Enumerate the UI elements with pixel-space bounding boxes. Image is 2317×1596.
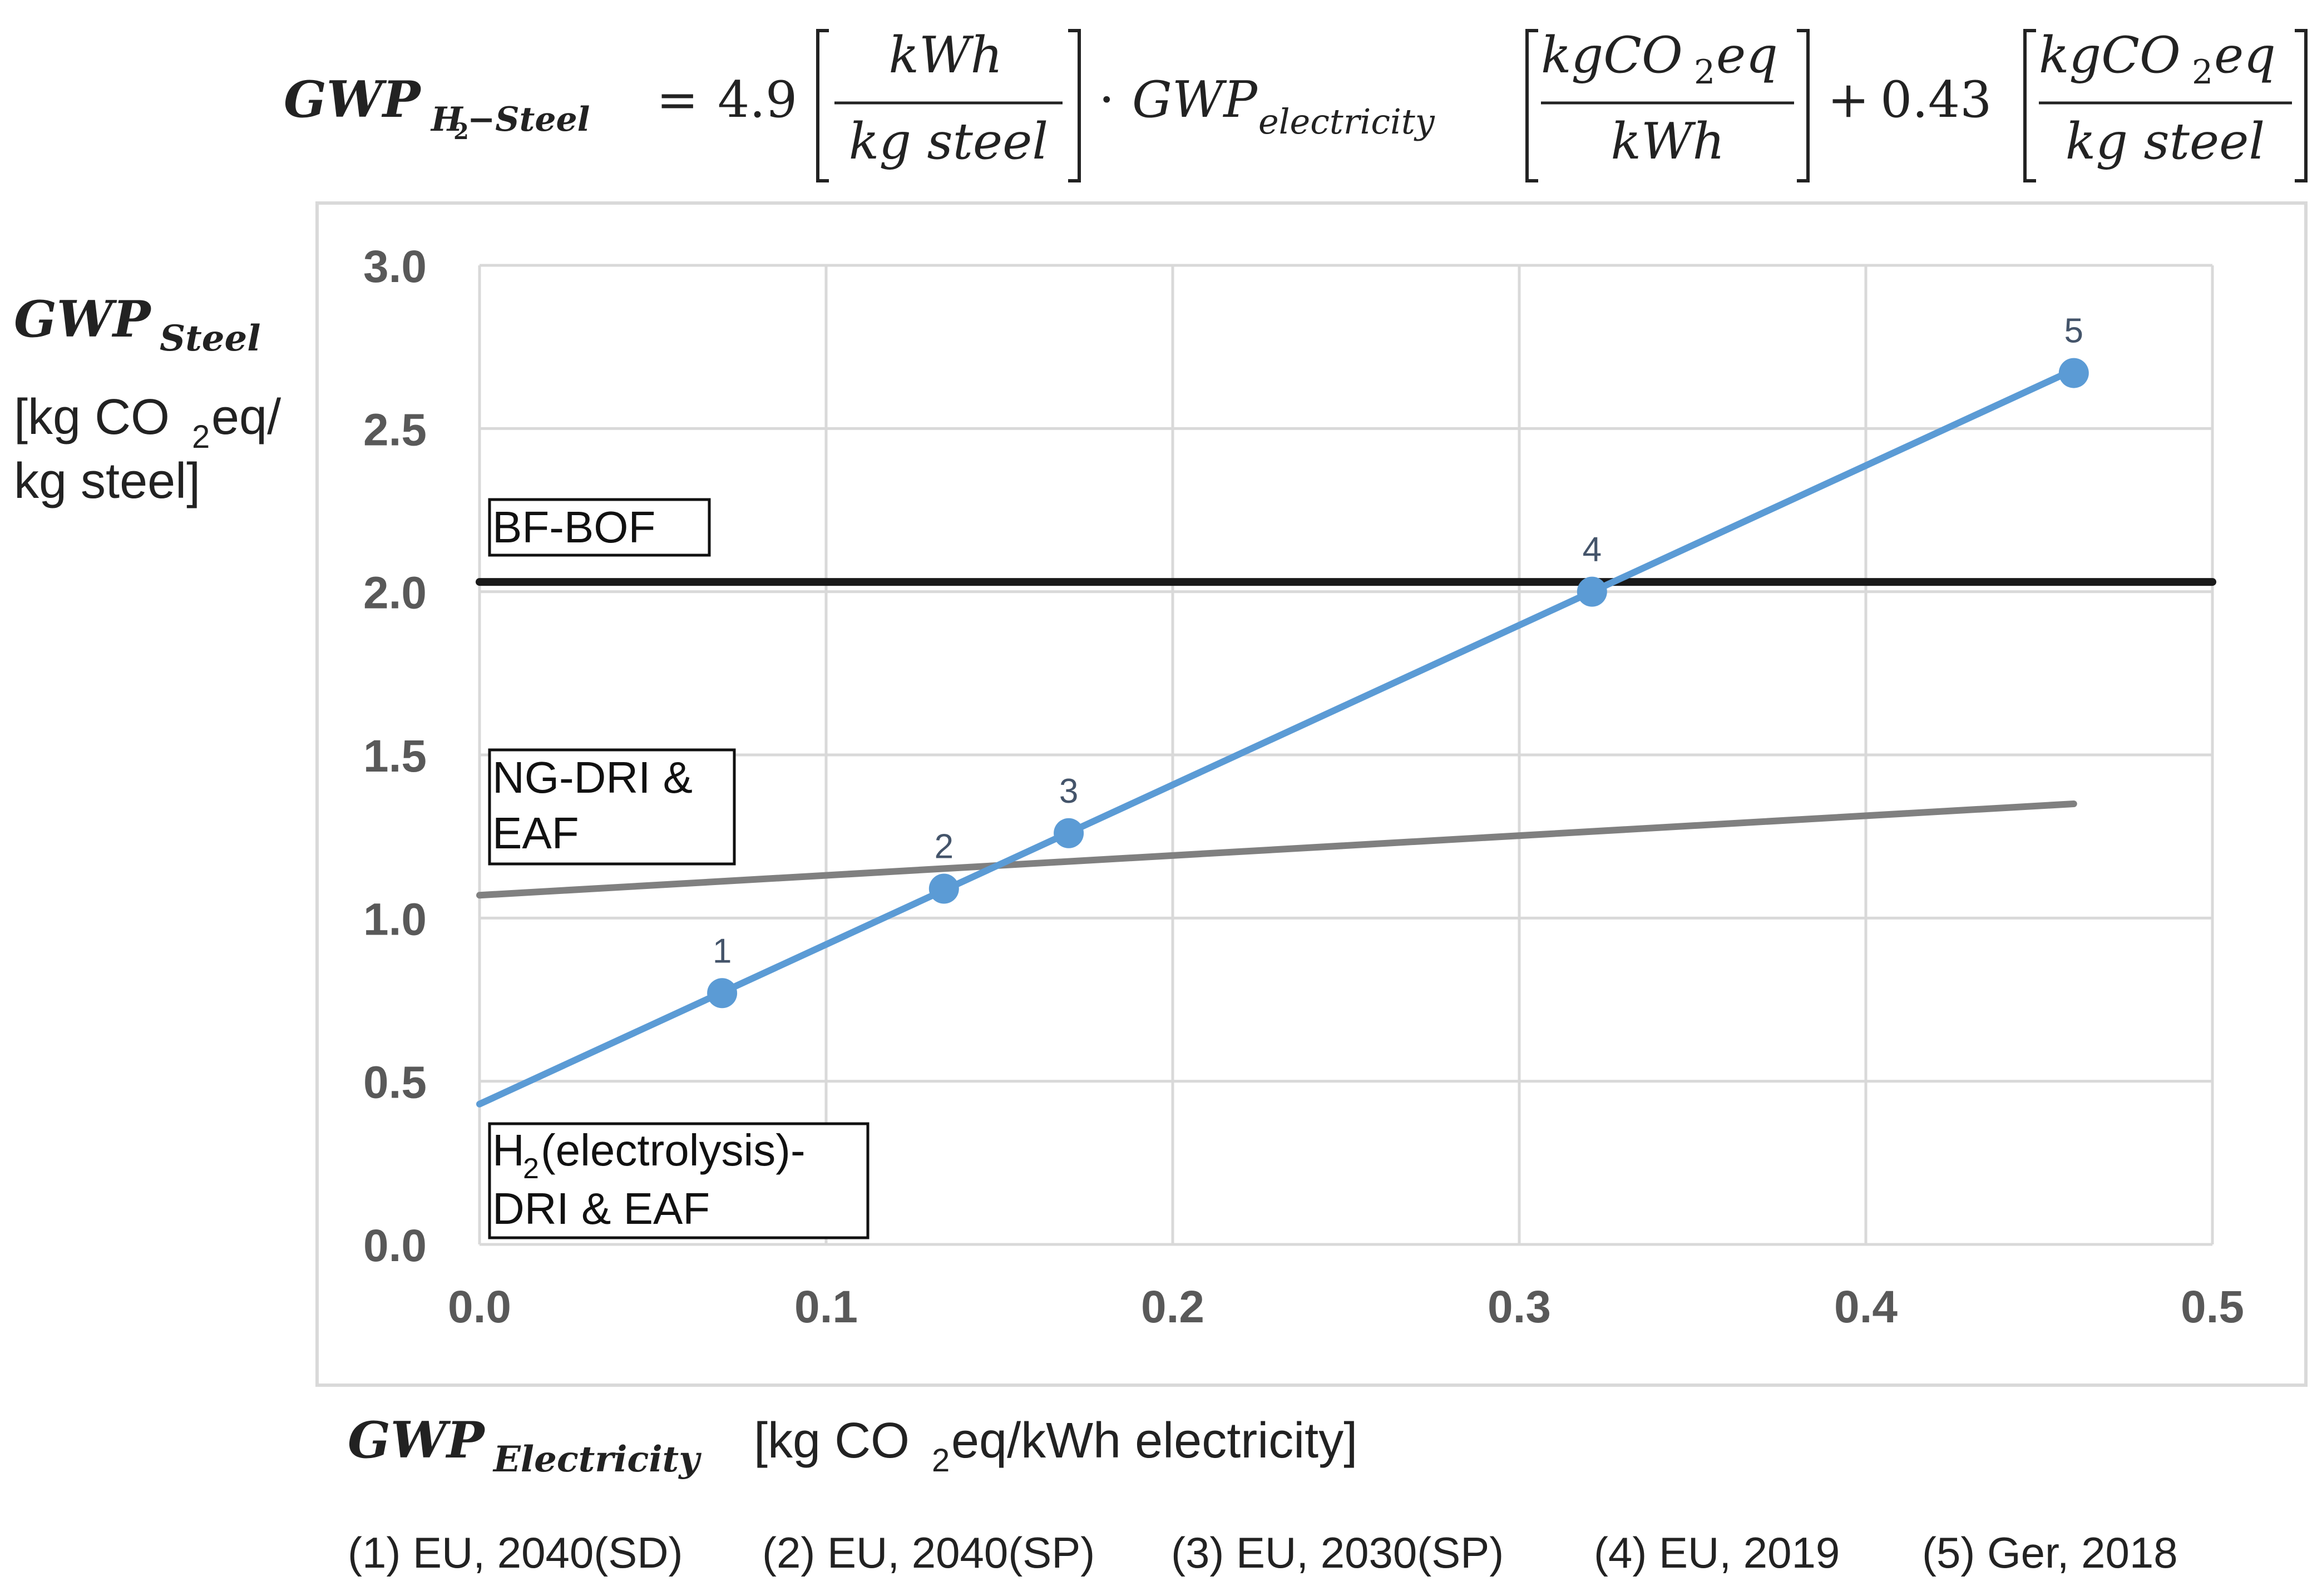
label-h2-line1-b: (electrolysis)- [541, 1125, 806, 1175]
frac2-num-sub: 2 [1694, 53, 1715, 92]
label-h2-box [488, 1122, 870, 1239]
formula-plus: + [1827, 71, 1869, 129]
formula-coef1: 4.9 [718, 71, 797, 129]
data-point-5 [2058, 358, 2089, 388]
label-ngdri-box [488, 748, 736, 866]
frac2-num-a: kgCO [1541, 26, 1683, 85]
x-tick-label: 0.2 [1141, 1282, 1204, 1332]
bracket-right-1 [1068, 29, 1081, 182]
formula-equals: = [656, 71, 698, 129]
footnote-1: (1) EU, 2040(SD) [348, 1528, 683, 1577]
y-tick-label: 1.0 [363, 894, 427, 945]
y-label-unit-a: [kg CO [14, 389, 170, 445]
data-point-label-2: 2 [935, 828, 954, 866]
formula-lhs-sub: H [430, 100, 464, 139]
footnotes: (1) EU, 2040(SD) (2) EU, 2040(SP) (3) EU… [348, 1528, 2178, 1577]
frac2-den: kWh [1610, 112, 1725, 171]
frac3-den: kg steel [2066, 112, 2265, 171]
label-ngdri-line2: EAF [492, 808, 579, 858]
frac3-num-a: kgCO [2039, 26, 2181, 85]
formula-lhs-sub3: −Steel [467, 100, 590, 139]
footnote-3: (3) EU, 2030(SP) [1171, 1528, 1504, 1577]
data-point-1 [707, 978, 738, 1009]
label-bfbof-box [488, 498, 711, 557]
bracket-left-1 [816, 29, 829, 182]
y-tick-label: 0.0 [363, 1221, 427, 1271]
y-tick-label: 2.0 [363, 568, 427, 619]
label-h2-line1-sub: 2 [523, 1153, 539, 1185]
data-point-label-5: 5 [2064, 312, 2083, 350]
footnote-5: (5) Ger, 2018 [1922, 1528, 2178, 1577]
label-bfbof: BF-BOF [488, 498, 711, 557]
y-tick-label: 2.5 [363, 404, 427, 455]
data-point-2 [928, 873, 959, 904]
series-lines [476, 366, 2216, 1108]
x-tick-label: 0.5 [2181, 1282, 2244, 1332]
h2-dri-eaf-line [476, 366, 2077, 1108]
footnote-4: (4) EU, 2019 [1594, 1528, 1840, 1577]
formula-elec: GWP [1132, 71, 1258, 129]
y-tick-labels: 0.0 0.5 1.0 1.5 2.0 2.5 3.0 [363, 241, 427, 1271]
label-h2: H 2 (electrolysis)- DRI & EAF [488, 1122, 870, 1239]
frac3-num-sub: 2 [2192, 53, 2213, 92]
y-axis-label: GWP Steel [kg CO 2 eq/ kg steel] [14, 290, 281, 509]
x-label-sub: Electricity [492, 1439, 701, 1480]
label-bfbof-text: BF-BOF [492, 502, 655, 552]
data-point-label-3: 3 [1059, 772, 1078, 811]
frac1-num: kWh [888, 26, 1002, 85]
x-tick-label: 0.4 [1834, 1282, 1898, 1332]
gridlines [478, 264, 2214, 1246]
y-label-unit-line2: kg steel] [14, 453, 200, 509]
bracket-right-2 [1797, 29, 1810, 182]
label-ngdri-line1: NG-DRI & [492, 753, 693, 802]
y-label-unit-sub: 2 [192, 419, 210, 455]
formula-lhs-sub2: 2 [453, 118, 469, 145]
data-point-4 [1577, 576, 1607, 607]
x-axis-label: GWP Electricity [kg CO 2 eq/kWh electric… [348, 1411, 1357, 1480]
y-tick-label: 3.0 [363, 241, 427, 292]
data-point-3 [1054, 818, 1084, 848]
label-ngdri: NG-DRI & EAF [488, 748, 736, 866]
frac3-num-b: eq [2214, 26, 2276, 85]
x-label-unit-b: eq/kWh electricity] [951, 1413, 1357, 1469]
ng-dri-eaf-line [476, 801, 2077, 899]
formula-lhs: GWP [284, 70, 422, 129]
formula: GWP H 2 −Steel = 4.9 kWh kg steel · GWP … [284, 26, 2308, 182]
bracket-left-3 [2023, 29, 2036, 182]
bracket-right-3 [2295, 29, 2308, 182]
footnote-2: (2) EU, 2040(SP) [762, 1528, 1095, 1577]
y-tick-label: 1.5 [363, 731, 427, 782]
frac2-num-b: eq [1716, 26, 1778, 85]
y-tick-label: 0.5 [363, 1058, 427, 1108]
x-tick-label: 0.0 [448, 1282, 511, 1332]
y-label-main: GWP [14, 290, 152, 349]
bracket-left-2 [1525, 29, 1538, 182]
x-tick-label: 0.1 [794, 1282, 858, 1332]
x-label-unit-sub: 2 [932, 1442, 950, 1479]
x-label-main: GWP [348, 1411, 486, 1470]
formula-coef2: 0.43 [1880, 71, 1992, 129]
label-h2-line2: DRI & EAF [492, 1184, 710, 1233]
data-point-label-4: 4 [1583, 531, 1602, 569]
x-label-unit-a: [kg CO [754, 1413, 910, 1469]
frac1-den: kg steel [849, 112, 1048, 171]
y-label-sub: Steel [160, 318, 261, 359]
x-tick-labels: 0.0 0.1 0.2 0.3 0.4 0.5 [448, 1282, 2244, 1332]
label-h2-line1-a: H [492, 1125, 525, 1175]
data-point-label-1: 1 [713, 932, 732, 970]
y-label-unit-b: eq/ [211, 389, 281, 445]
formula-dot: · [1099, 71, 1115, 129]
x-tick-label: 0.3 [1488, 1282, 1551, 1332]
series-points: 1 2 3 4 5 [707, 312, 2089, 1009]
formula-elec-sub: electricity [1258, 101, 1435, 142]
